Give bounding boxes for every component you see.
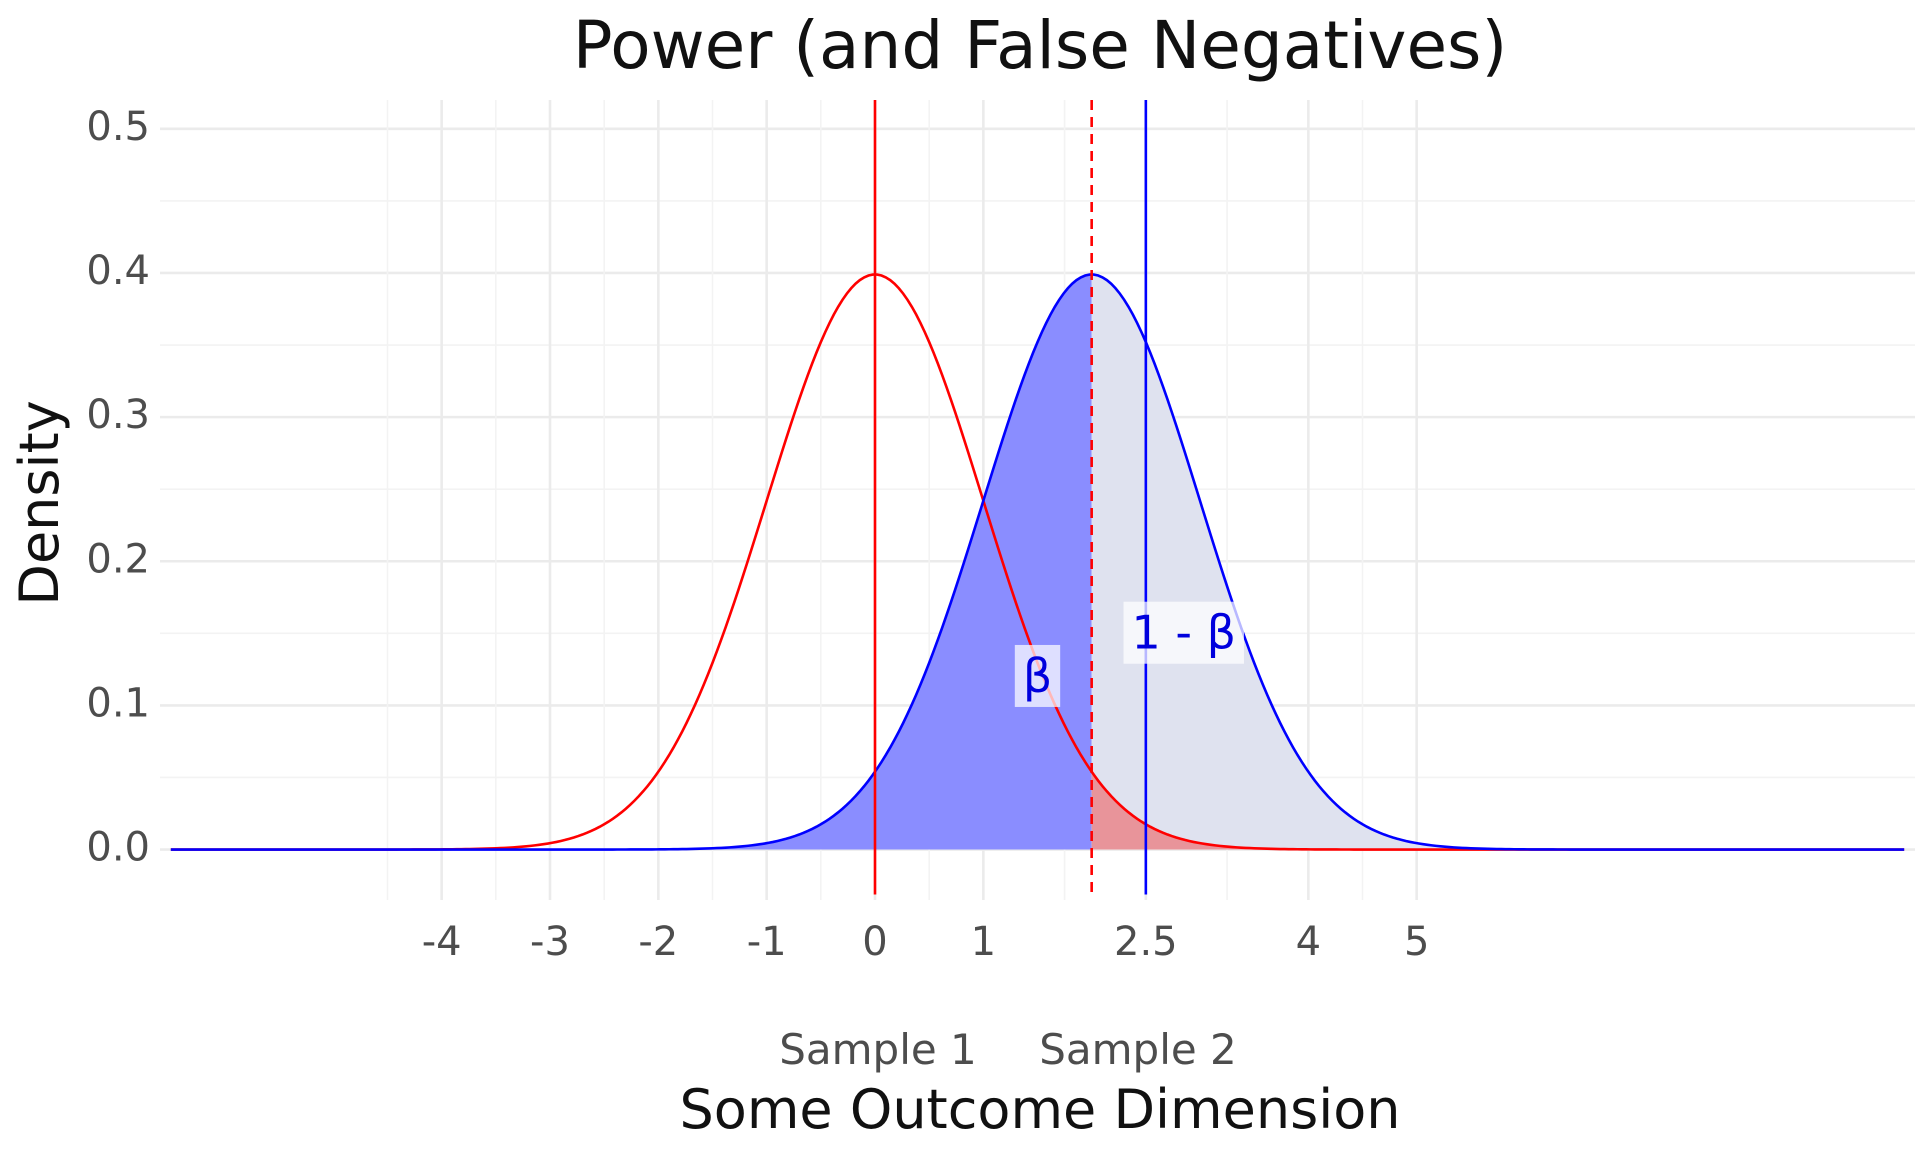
x-axis-title: Some Outcome Dimension	[680, 1078, 1401, 1141]
y-tick-label: 0.2	[86, 536, 150, 582]
shaded-regions	[170, 274, 1905, 850]
x-tick-label: -2	[638, 919, 678, 965]
x-tick-label: 2.5	[1114, 919, 1178, 965]
y-tick-label: 0.3	[86, 392, 150, 438]
sample-1-label: Sample 1	[779, 1025, 977, 1074]
y-axis-title: Density	[8, 400, 71, 605]
y-tick-label: 0.1	[86, 680, 150, 726]
annotation-label: 1 - β	[1123, 601, 1244, 664]
x-tick-label: -4	[422, 919, 462, 965]
x-tick-label: 5	[1404, 919, 1429, 965]
shaded-region	[1091, 771, 1905, 850]
y-tick-label: 0.0	[86, 825, 150, 871]
shaded-region	[170, 274, 1092, 850]
annotation-text: 1 - β	[1132, 606, 1236, 660]
annotation-text: β	[1023, 649, 1052, 703]
x-tick-label: -1	[747, 919, 787, 965]
x-tick-label: 0	[862, 919, 887, 965]
shaded-region	[1091, 274, 1905, 850]
x-tick-label: 1	[971, 919, 996, 965]
x-tick-labels: -4 -3 -2 -1 0 1 2.5 4 5	[422, 919, 1430, 965]
y-tick-label: 0.4	[86, 248, 150, 294]
annotation-label: β	[1014, 644, 1061, 707]
sample-2-label: Sample 2	[1039, 1025, 1237, 1074]
density-curve-sample-2	[170, 273, 1905, 851]
y-tick-label: 0.5	[86, 104, 150, 150]
annotation-background	[1123, 601, 1244, 664]
y-tick-labels: 0.0 0.1 0.2 0.3 0.4 0.5	[86, 104, 150, 871]
x-tick-label: 4	[1296, 919, 1321, 965]
chart-title: Power (and False Negatives)	[573, 7, 1507, 84]
annotations: β 1 - β	[1014, 601, 1244, 707]
x-tick-label: -3	[530, 919, 570, 965]
annotation-background	[1014, 644, 1061, 707]
vertical-lines	[873, 100, 1148, 895]
